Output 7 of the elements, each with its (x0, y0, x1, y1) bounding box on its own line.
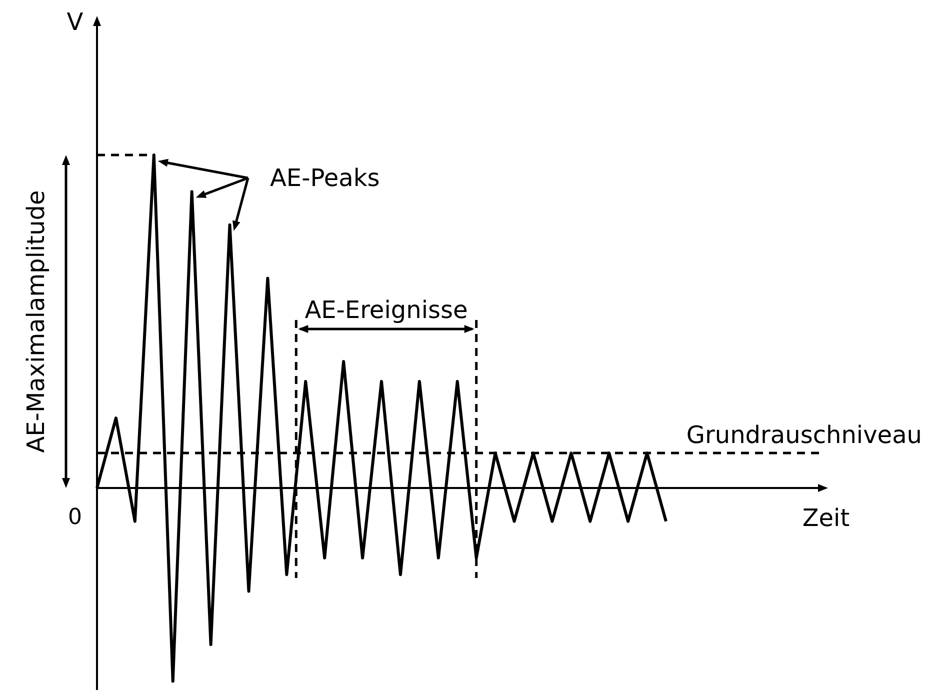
annotation: AE-Ereignisse (304, 296, 468, 324)
annotation: AE-Peaks (270, 164, 380, 192)
y-axis-title: V (66, 8, 84, 36)
text: 0 (68, 505, 82, 530)
text: AE-Maximalamplitude (22, 190, 50, 453)
text: Zeit (802, 504, 850, 532)
ref-line-label: Grundrauschniveau (686, 421, 922, 450)
